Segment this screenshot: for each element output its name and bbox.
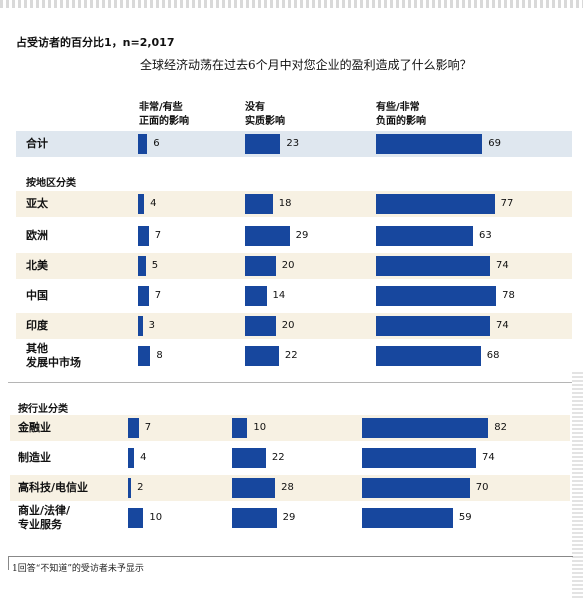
industry-row-4-value-3: 59 [458, 512, 472, 523]
panel-left-tick [8, 556, 9, 570]
right-edge-strip [572, 370, 583, 598]
region-row-1-value-2: 18 [278, 198, 292, 209]
industry-group-title: 按行业分类 [18, 404, 68, 415]
region-row-6-value-1: 8 [156, 350, 163, 361]
industry-row-2-value-1: 4 [140, 452, 147, 463]
region-row-4-bar-3 [376, 286, 497, 306]
industry-row-4-bar-2 [232, 508, 277, 528]
total-value-3: 69 [488, 138, 501, 149]
region-row-1-value-1: 4 [150, 198, 157, 209]
region-row-1-bar-2 [245, 194, 273, 214]
industry-row-1-label: 金融业 [18, 421, 51, 434]
industry-row-4-value-1: 10 [149, 512, 163, 523]
industry-row-2-value-3: 74 [481, 452, 495, 463]
region-row-6-value-3: 68 [486, 350, 500, 361]
region-row-6-bar-1 [138, 346, 151, 366]
region-row-3-label: 北美 [26, 259, 48, 272]
column-header-1: 非常/有些 正面的影响 [139, 102, 189, 127]
industry-row-1-bar-1 [128, 418, 139, 438]
industry-row-4-label: 商业/法律/专业服务 [18, 504, 71, 531]
region-row-5-bar-2 [245, 316, 276, 336]
industry-row-3-bar-1 [128, 478, 132, 498]
industry-row-3-bar-3 [362, 478, 470, 498]
chart-question: 全球经济动荡在过去6个月中对您企业的盈利造成了什么影响？ [140, 58, 472, 72]
industry-row-1-bar-2 [232, 418, 248, 438]
total-bar-2 [245, 134, 281, 154]
region-row-3-bar-1 [138, 256, 146, 276]
footnote: 1回答“不知道”的受访者未予显示 [12, 564, 144, 574]
region-group-title: 按地区分类 [26, 178, 76, 189]
industry-row-3-bar-2 [232, 478, 276, 498]
industry-row-1-bar-3 [362, 418, 489, 438]
region-row-5-value-3: 74 [495, 320, 509, 331]
region-row-6-bar-3 [376, 346, 481, 366]
industry-row-2-bar-1 [128, 448, 135, 468]
region-row-3-value-1: 5 [151, 260, 159, 271]
region-row-2-label: 欧洲 [26, 229, 48, 242]
region-row-4-value-3: 78 [502, 290, 515, 301]
industry-row-1-value-3: 82 [494, 422, 507, 433]
industry-row-3-value-2: 28 [281, 482, 294, 493]
region-row-3-bar-2 [245, 256, 276, 276]
industry-row-2-label: 制造业 [18, 451, 51, 464]
chart-subtitle: 占受访者的百分比1，n=2,017 [16, 36, 175, 49]
region-row-4-label: 中国 [26, 289, 48, 302]
region-row-2-bar-2 [245, 226, 290, 246]
region-row-6-value-2: 22 [284, 350, 298, 361]
region-row-1-label: 亚太 [26, 197, 48, 210]
column-header-3: 有些/非常 负面的影响 [376, 102, 426, 127]
industry-row-1-value-2: 10 [253, 422, 267, 433]
industry-row-2-value-2: 22 [271, 452, 285, 463]
industry-row-4-value-2: 29 [282, 512, 296, 523]
region-row-4-bar-2 [245, 286, 267, 306]
region-row-2-bar-1 [138, 226, 149, 246]
region-row-6-label: 其他 发展中市场 [26, 342, 81, 369]
column-header-2: 没有 实质影响 [245, 102, 285, 127]
region-row-5-label: 印度 [26, 319, 48, 332]
industry-row-3-band [10, 475, 570, 501]
industry-row-3-value-3: 70 [475, 482, 489, 493]
top-edge-strip [0, 0, 583, 8]
industry-row-4-bar-3 [362, 508, 453, 528]
region-row-4-value-2: 14 [272, 290, 286, 301]
region-row-1-bar-1 [138, 194, 145, 214]
industry-row-2-bar-2 [232, 448, 266, 468]
region-row-4-value-1: 7 [154, 290, 162, 301]
region-row-5-bar-1 [138, 316, 143, 336]
region-row-5-value-2: 20 [281, 320, 295, 331]
total-label: 合计 [26, 137, 48, 150]
region-row-5-value-1: 3 [148, 320, 155, 331]
region-row-4-bar-1 [138, 286, 149, 306]
region-row-5-bar-3 [376, 316, 490, 336]
total-value-2: 23 [286, 138, 300, 149]
region-row-2-bar-3 [376, 226, 473, 246]
region-row-3-bar-3 [376, 256, 490, 276]
total-bar-3 [376, 134, 483, 154]
industry-row-4-bar-1 [128, 508, 144, 528]
industry-panel [8, 382, 573, 557]
region-row-1-value-3: 77 [500, 198, 514, 209]
industry-row-3-value-1: 2 [137, 482, 144, 493]
total-bar-1 [138, 134, 148, 154]
industry-row-2-bar-3 [362, 448, 476, 468]
region-row-1-bar-3 [376, 194, 495, 214]
region-row-2-value-1: 7 [154, 230, 162, 241]
panel-bottom-rule [8, 556, 573, 557]
total-value-1: 6 [153, 138, 160, 149]
industry-row-1-value-1: 7 [144, 422, 152, 433]
region-row-3-value-3: 74 [495, 260, 509, 271]
region-row-6-bar-2 [245, 346, 279, 366]
region-row-3-value-2: 20 [281, 260, 295, 271]
industry-row-3-label: 高科技/电信业 [18, 481, 89, 494]
region-row-2-value-3: 63 [479, 230, 492, 241]
region-row-2-value-2: 29 [295, 230, 309, 241]
